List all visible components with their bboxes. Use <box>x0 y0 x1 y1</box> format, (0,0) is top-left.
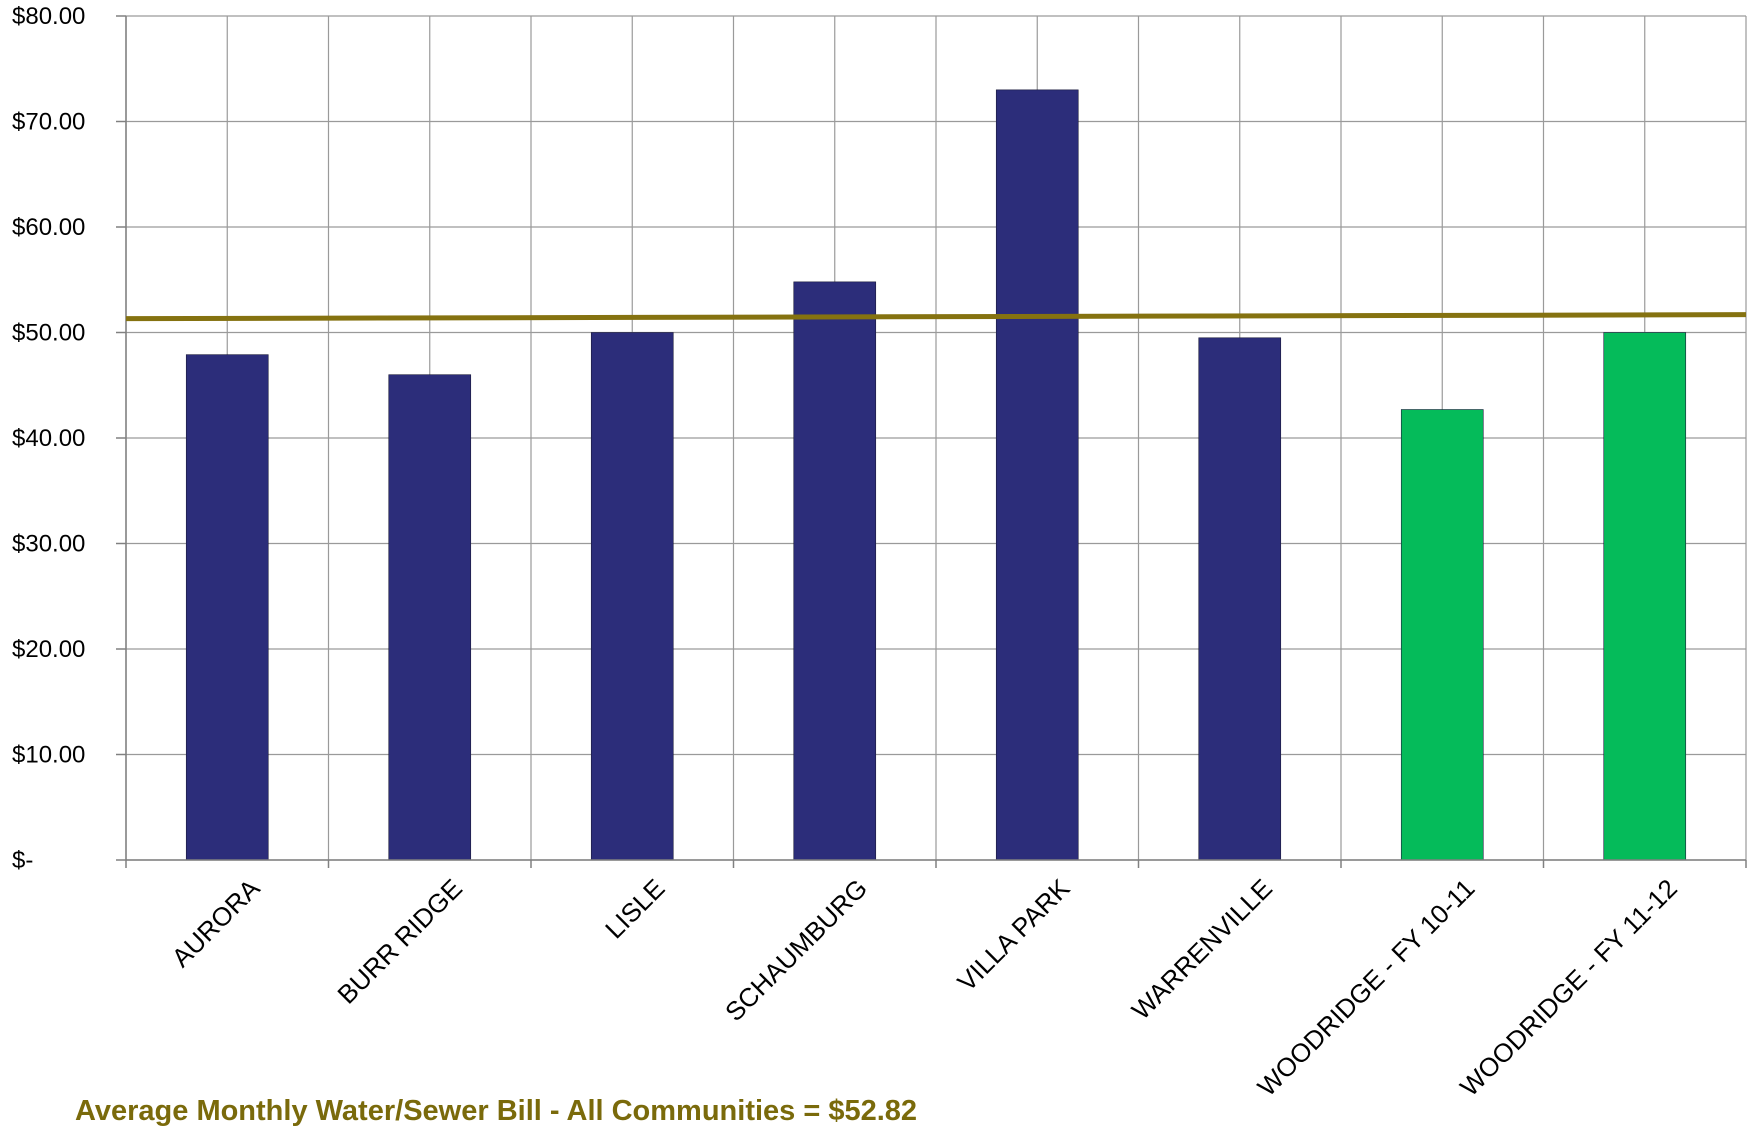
average-annotation: Average Monthly Water/Sewer Bill - All C… <box>75 1095 918 1127</box>
y-tick-label: $20.00 <box>12 636 85 663</box>
x-tick-label: WOODRIDGE - FY 11-12 <box>1454 873 1683 1102</box>
bar-warrenville <box>1198 337 1282 861</box>
y-tick-label: $- <box>12 847 33 874</box>
gridlines <box>125 15 1747 861</box>
bar-burr-ridge <box>388 374 472 861</box>
x-tick-label: AURORA <box>166 873 266 973</box>
y-tick-label: $70.00 <box>12 109 85 136</box>
bar-aurora <box>185 354 269 861</box>
y-tick-label: $60.00 <box>12 214 85 241</box>
bar-schaumburg <box>793 281 877 861</box>
x-tick-label: LISLE <box>599 873 670 944</box>
bar-villa-park <box>995 89 1079 861</box>
y-tick-label: $80.00 <box>12 3 85 30</box>
x-tick-label: BURR RIDGE <box>331 873 468 1010</box>
bar-woodridge-fy-11-12 <box>1603 332 1687 861</box>
average-reference-line-group <box>125 312 1747 322</box>
y-tick-label: $30.00 <box>12 531 85 558</box>
x-axis-tick-labels: AURORA BURR RIDGE LISLE SCHAUMBURG VILLA PAR… <box>166 873 1683 1102</box>
y-axis-tick-labels: $- $10.00 $20.00 $30.00 $40.00 $50.00 $60.00 $7… <box>12 3 85 874</box>
bar-lisle <box>590 332 674 861</box>
x-tick-label: WARRENVILLE <box>1126 873 1278 1025</box>
x-tick-label: SCHAUMBURG <box>719 873 873 1027</box>
x-tick-label: VILLA PARK <box>951 873 1076 998</box>
bars <box>185 89 1687 861</box>
average-reference-line <box>125 312 1747 322</box>
bar-woodridge-fy-10-11 <box>1400 409 1484 861</box>
y-tick-label: $50.00 <box>12 320 85 347</box>
x-tick-label: WOODRIDGE - FY 10-11 <box>1252 873 1481 1102</box>
y-tick-label: $10.00 <box>12 742 85 769</box>
y-tick-label: $40.00 <box>12 425 85 452</box>
axes <box>116 15 1747 868</box>
